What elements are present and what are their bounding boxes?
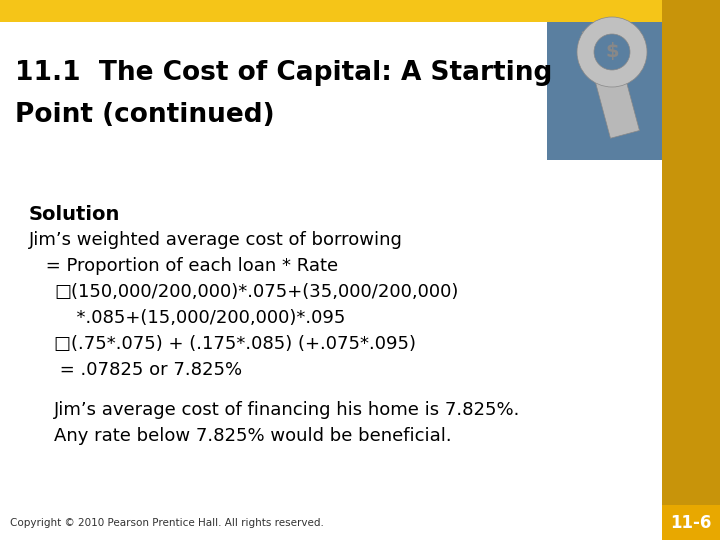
Bar	[662, 0, 720, 540]
Text: Copyright © 2010 Pearson Prentice Hall. All rights reserved.: Copyright © 2010 Pearson Prentice Hall. …	[10, 517, 324, 528]
Text: Any rate below 7.825% would be beneficial.: Any rate below 7.825% would be beneficia…	[54, 427, 451, 446]
Bar	[582, 24, 639, 138]
Text: □(.75*.075) + (.175*.085) (+.075*.095): □(.75*.075) + (.175*.085) (+.075*.095)	[54, 335, 416, 353]
Circle shape	[594, 34, 630, 70]
Text: = Proportion of each loan * Rate: = Proportion of each loan * Rate	[40, 257, 338, 275]
Text: Jim’s weighted average cost of borrowing: Jim’s weighted average cost of borrowing	[29, 231, 402, 249]
Bar	[0, 0, 662, 22]
Text: Jim’s average cost of financing his home is 7.825%.: Jim’s average cost of financing his home…	[54, 401, 521, 419]
Text: 11-6: 11-6	[670, 514, 711, 531]
Circle shape	[577, 17, 647, 87]
Text: 11.1  The Cost of Capital: A Starting: 11.1 The Cost of Capital: A Starting	[15, 60, 552, 86]
Bar	[0, 505, 662, 540]
Text: *.085+(15,000/200,000)*.095: *.085+(15,000/200,000)*.095	[65, 309, 345, 327]
Text: □(150,000/200,000)*.075+(35,000/200,000): □(150,000/200,000)*.075+(35,000/200,000)	[54, 283, 459, 301]
Bar	[662, 505, 720, 540]
Text: $: $	[606, 43, 618, 62]
Bar	[547, 22, 662, 160]
Text: Solution: Solution	[29, 205, 120, 224]
Text: Point (continued): Point (continued)	[15, 102, 274, 128]
Text: = .07825 or 7.825%: = .07825 or 7.825%	[54, 361, 242, 379]
